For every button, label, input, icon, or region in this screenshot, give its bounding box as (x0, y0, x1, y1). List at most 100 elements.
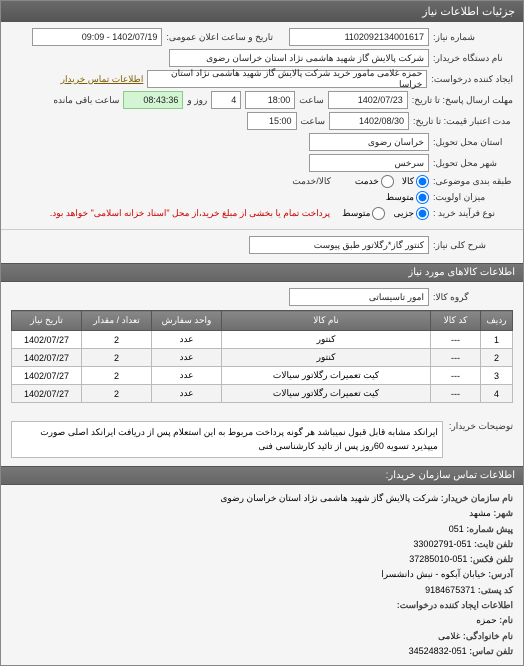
need-number-field: 1102092134001617 (289, 28, 429, 46)
group-field: امور تاسیساتی (289, 288, 429, 306)
table-cell: عدد (152, 331, 222, 349)
table-cell: عدد (152, 385, 222, 403)
buyer-org-field: شرکت پالایش گاز شهید هاشمی نژاد استان خر… (169, 49, 429, 67)
goods-table: ردیفکد کالانام کالاواحد سفارشتعداد / مقد… (11, 310, 513, 403)
table-cell: --- (431, 349, 481, 367)
table-row[interactable]: 1---کنتورعدد21402/07/27 (12, 331, 513, 349)
table-cell: 1402/07/27 (12, 349, 82, 367)
radio-service[interactable] (381, 175, 394, 188)
table-cell: 2 (481, 349, 513, 367)
c-fax: 051-37285010 (409, 554, 467, 564)
table-header: تعداد / مقدار (82, 311, 152, 331)
c-name-label: نام: (499, 615, 513, 625)
table-header: نام کالا (222, 311, 431, 331)
table-cell: 4 (481, 385, 513, 403)
process-radio[interactable]: جزیی متوسط (342, 207, 429, 220)
need-number-label: شماره نیاز: (433, 32, 513, 43)
table-cell: کیت تعمیرات رگلاتور سیالات (222, 367, 431, 385)
table-cell: عدد (152, 349, 222, 367)
table-cell: 3 (481, 367, 513, 385)
c-org-label: نام سازمان خریدار: (441, 493, 513, 503)
table-cell: کنتور (222, 349, 431, 367)
remain-label: ساعت باقی مانده (53, 95, 119, 106)
deadline-time-field: 18:00 (245, 91, 295, 109)
c-addr-label: آدرس: (488, 569, 513, 579)
radio-mid2[interactable] (372, 207, 385, 220)
c-addr: خیابان آبکوه - نبش دانشسرا (381, 569, 485, 579)
requester-label: ایجاد کننده درخواست: (431, 74, 513, 85)
days-label: روز و (187, 95, 207, 106)
c-lname: غلامی (438, 631, 460, 641)
header-form: شماره نیاز: 1102092134001617 تاریخ و ساع… (1, 22, 523, 229)
process-hint: پرداخت تمام یا بخشی از مبلغ خرید،از محل … (50, 208, 330, 219)
table-row[interactable]: 4---کیت تعمیرات رگلاتور سیالاتعدد21402/0… (12, 385, 513, 403)
c-fax-label: تلفن فکس: (470, 554, 513, 564)
table-cell: 1402/07/27 (12, 331, 82, 349)
province-label: استان محل تحویل: (433, 137, 513, 148)
city-label: شهر محل تحویل: (433, 158, 513, 169)
contact-section-header: اطلاعات تماس سازمان خریدار: (1, 466, 523, 485)
remain-time-field: 08:43:36 (123, 91, 183, 109)
table-cell: 2 (82, 349, 152, 367)
c-city: مشهد (469, 508, 491, 518)
table-cell: کنتور (222, 331, 431, 349)
table-cell: --- (431, 385, 481, 403)
table-cell: --- (431, 331, 481, 349)
contact-block: نام سازمان خریدار: شرکت پالایش گاز شهید … (1, 485, 523, 665)
goods-service-radio[interactable]: کالا خدمت (355, 175, 429, 188)
deadline-resp-label: مهلت ارسال پاسخ: تا تاریخ: (412, 95, 513, 106)
table-cell: کیت تعمیرات رگلاتور سیالات (222, 385, 431, 403)
contact-link[interactable]: اطلاعات تماس خریدار (61, 74, 144, 85)
table-header: تاریخ نیاز (12, 311, 82, 331)
priority-label: میزان اولویت: (433, 192, 513, 203)
details-window: جزئیات اطلاعات نیاز شماره نیاز: 11020921… (0, 0, 524, 666)
table-row[interactable]: 3---کیت تعمیرات رگلاتور سیالاتعدد21402/0… (12, 367, 513, 385)
need-key-field: کنتور گاز*رگلاتور طبق پیوست (249, 236, 429, 254)
c-tel-label: تلفن تماس: (469, 646, 513, 656)
requester-field: حمزه غلامی مامور خرید شرکت پالایش گاز شه… (147, 70, 427, 88)
c-phone-label: تلفن ثابت: (474, 539, 513, 549)
window-title: جزئیات اطلاعات نیاز (1, 1, 523, 22)
announce-field: 1402/07/19 - 09:09 (32, 28, 162, 46)
table-row[interactable]: 2---کنتورعدد21402/07/27 (12, 349, 513, 367)
radio-goods[interactable] (416, 175, 429, 188)
c-org: شرکت پالایش گاز شهید هاشمی نژاد استان خر… (220, 493, 438, 503)
c-city-label: شهر: (493, 508, 513, 518)
service-label: کالا/خدمت (292, 176, 331, 187)
days-field: 4 (211, 91, 241, 109)
table-header: واحد سفارش (152, 311, 222, 331)
c-name: حمزه (476, 615, 496, 625)
table-cell: 2 (82, 331, 152, 349)
table-cell: 2 (82, 367, 152, 385)
process-label: نوع فرآیند خرید : (433, 208, 513, 219)
deadline-date-field: 1402/07/23 (328, 91, 408, 109)
group-label: گروه کالا: (433, 292, 513, 303)
city-field: سرخس (309, 154, 429, 172)
c-creator-title: اطلاعات ایجاد کننده درخواست: (397, 600, 513, 610)
radio-medium[interactable] (416, 191, 429, 204)
validity-time-field: 15:00 (247, 112, 297, 130)
c-phone: 051-33002791 (413, 539, 471, 549)
buyer-org-label: نام دستگاه خریدار: (433, 53, 513, 64)
c-zip: 9184675371 (425, 585, 475, 595)
table-cell: 1402/07/27 (12, 385, 82, 403)
priority-radio[interactable]: متوسط (386, 191, 429, 204)
goods-section-header: اطلاعات کالاهای مورد نیاز (1, 263, 523, 282)
table-cell: عدد (152, 367, 222, 385)
category-label: طبقه بندی موضوعی: (433, 176, 513, 187)
desc-label: توضیحات خریدار: (449, 421, 513, 458)
need-key-label: شرح کلی نیاز: (433, 240, 513, 251)
c-pre-label: پیش شماره: (466, 524, 513, 534)
c-tel: 051-34524832 (409, 646, 467, 656)
radio-partial[interactable] (416, 207, 429, 220)
c-pre: 051 (449, 524, 464, 534)
table-cell: 1402/07/27 (12, 367, 82, 385)
table-cell: --- (431, 367, 481, 385)
c-zip-label: کد پستی: (478, 585, 513, 595)
table-cell: 1 (481, 331, 513, 349)
table-header: کد کالا (431, 311, 481, 331)
time2-label: ساعت (301, 116, 326, 127)
table-header: ردیف (481, 311, 513, 331)
time1-label: ساعت (299, 95, 324, 106)
province-field: خراسان رضوی (309, 133, 429, 151)
